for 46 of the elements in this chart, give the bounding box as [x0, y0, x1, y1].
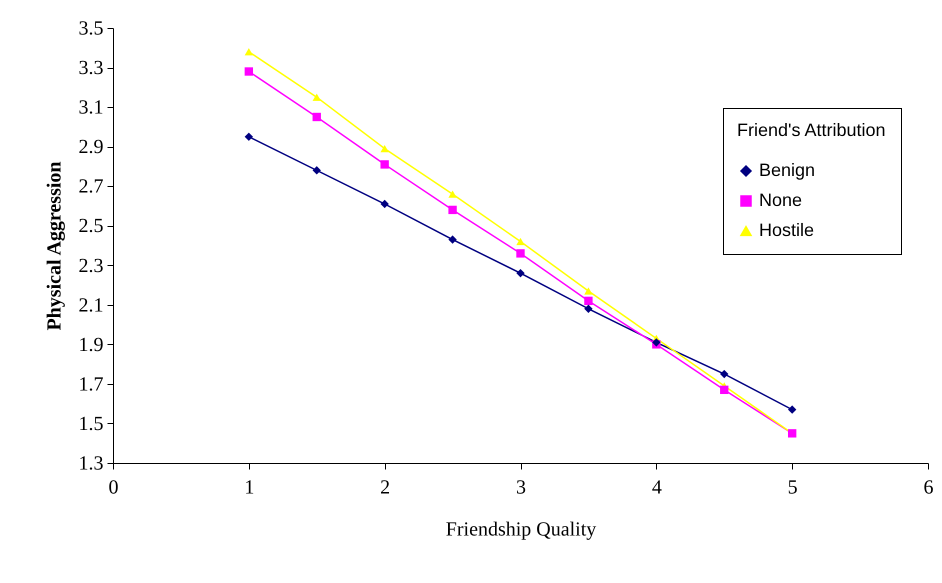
y-tick-label: 3.1	[78, 96, 104, 119]
point	[788, 405, 796, 414]
x-axis-title: Friendship Quality	[446, 518, 596, 540]
legend-label: Hostile	[759, 220, 814, 240]
x-tick-label: 5	[788, 476, 798, 498]
point	[448, 190, 457, 198]
y-tick-label: 2.5	[78, 215, 104, 238]
point	[448, 235, 457, 244]
point	[312, 166, 321, 175]
point	[380, 160, 389, 169]
legend-label: None	[759, 190, 802, 210]
y-tick-label: 1.3	[78, 452, 104, 474]
point	[720, 386, 728, 394]
y-tick-label: 3.5	[78, 18, 104, 40]
point	[516, 238, 525, 246]
point	[244, 67, 254, 76]
point	[380, 144, 389, 152]
point	[584, 287, 593, 295]
y-axis-title: Physical Aggression	[44, 161, 66, 331]
point	[380, 200, 389, 208]
point	[448, 206, 457, 214]
y-tick-label: 1.9	[78, 334, 104, 356]
x-tick-label: 4	[652, 476, 662, 498]
point	[584, 296, 593, 306]
point	[312, 94, 321, 101]
x-tick-label: 0	[108, 476, 118, 498]
y-tick-label: 2.3	[78, 254, 104, 277]
y-tick-label: 1.5	[78, 412, 104, 435]
x-tick-label: 6	[924, 476, 934, 498]
x-tick-label: 3	[516, 476, 526, 498]
y-tick-label: 1.7	[78, 373, 104, 396]
point	[244, 132, 254, 141]
point	[516, 269, 525, 278]
x-tick-label: 1	[244, 476, 254, 498]
point	[584, 304, 593, 313]
x-tick-label: 2	[380, 476, 390, 498]
y-tick-label: 2.1	[78, 294, 104, 316]
point	[312, 112, 321, 122]
legend-title: Friend's Attribution	[737, 120, 886, 140]
point	[516, 249, 525, 258]
point	[720, 370, 728, 378]
y-tick-label: 3.3	[78, 57, 104, 80]
y-tick-label: 2.7	[78, 176, 104, 198]
legend-label: Benign	[759, 160, 816, 180]
point	[244, 48, 254, 56]
y-tick-label: 2.9	[78, 136, 104, 158]
